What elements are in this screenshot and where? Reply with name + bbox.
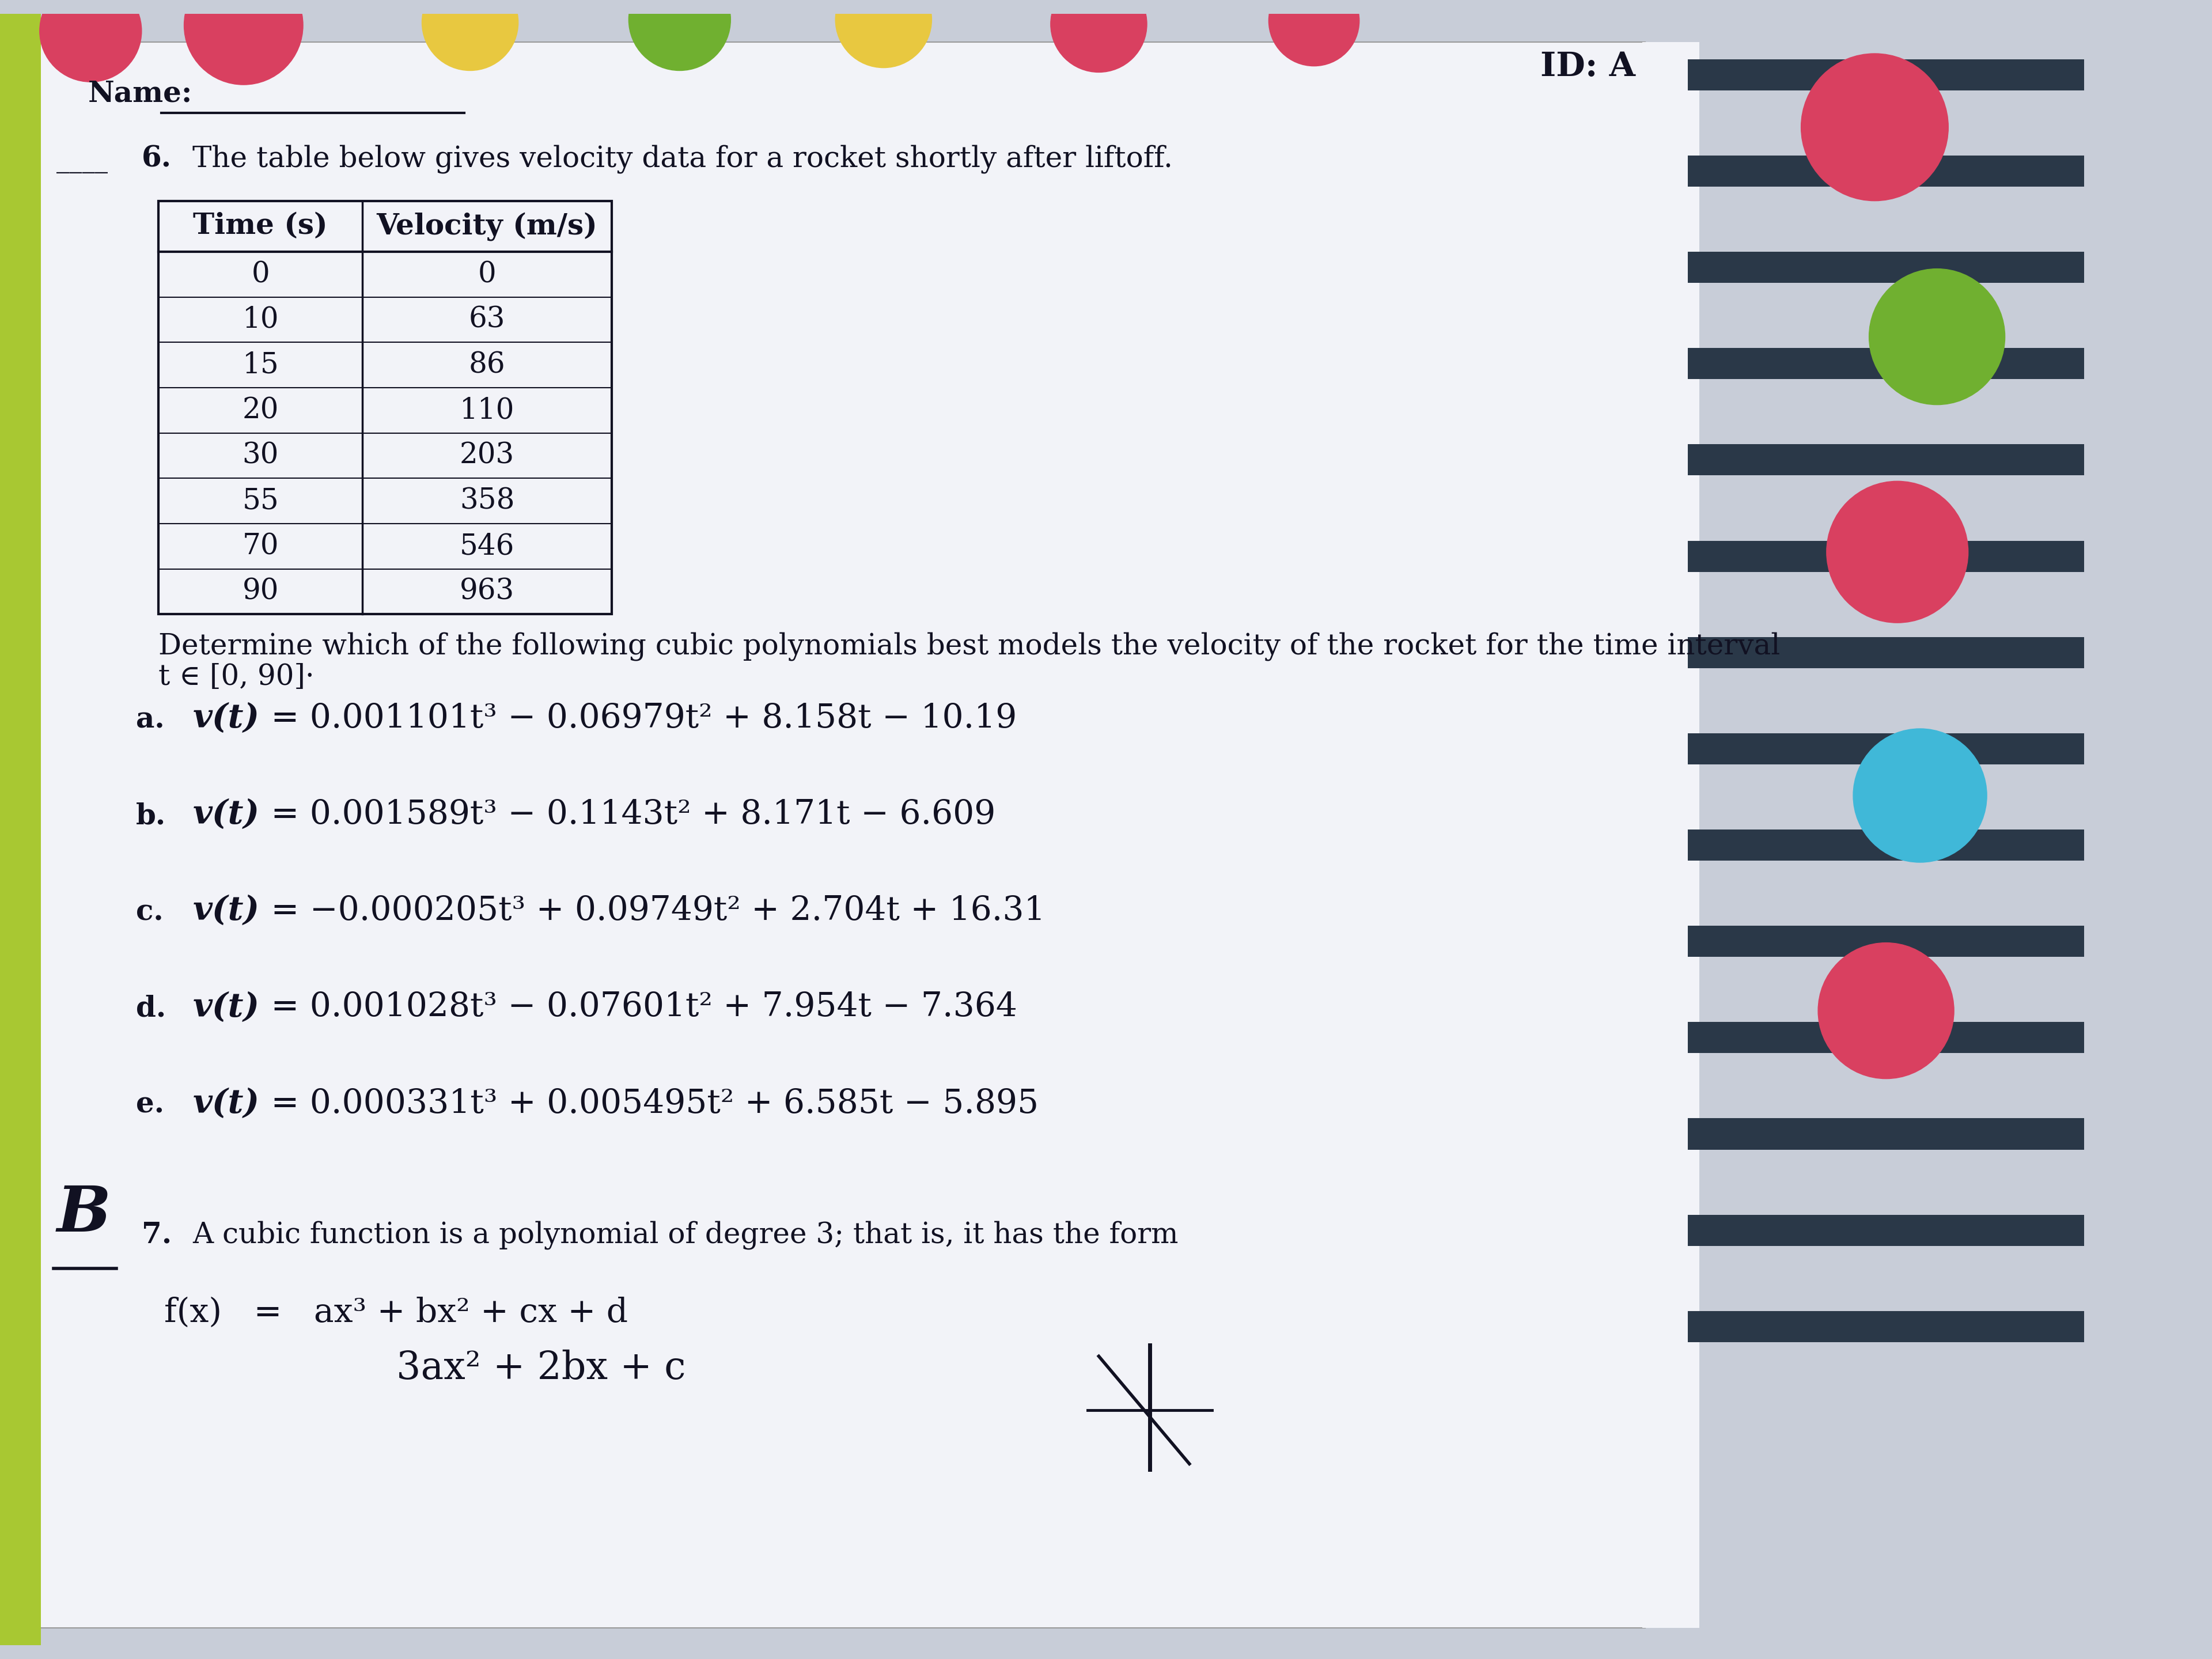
Text: 30: 30 <box>243 441 279 469</box>
Bar <box>1688 830 2084 861</box>
Text: = 0.001028t³ − 0.07601t² + 7.954t − 7.364: = 0.001028t³ − 0.07601t² + 7.954t − 7.36… <box>261 990 1018 1024</box>
Circle shape <box>1818 942 1953 1078</box>
Text: 203: 203 <box>460 441 515 469</box>
Text: 6.: 6. <box>142 144 173 173</box>
Circle shape <box>184 0 303 85</box>
Text: The table below gives velocity data for a rocket shortly after liftoff.: The table below gives velocity data for … <box>192 144 1172 174</box>
Text: = −0.000205t³ + 0.09749t² + 2.704t + 16.31: = −0.000205t³ + 0.09749t² + 2.704t + 16.… <box>261 894 1046 927</box>
Text: A cubic function is a polynomial of degree 3; that is, it has the form: A cubic function is a polynomial of degr… <box>192 1221 1179 1249</box>
Text: 963: 963 <box>460 577 515 606</box>
Text: Time (s): Time (s) <box>192 212 327 241</box>
Bar <box>1688 252 2084 284</box>
Bar <box>33 1611 1644 1627</box>
Text: v(t): v(t) <box>192 894 259 927</box>
Text: = 0.001101t³ − 0.06979t² + 8.158t − 10.19: = 0.001101t³ − 0.06979t² + 8.158t − 10.1… <box>261 702 1018 735</box>
Text: b.: b. <box>135 801 166 830</box>
Text: 110: 110 <box>460 397 515 425</box>
Bar <box>1688 1118 2084 1150</box>
Bar <box>1688 60 2084 90</box>
Circle shape <box>1051 0 1146 73</box>
Circle shape <box>1827 481 1969 622</box>
Text: 546: 546 <box>460 533 515 561</box>
Text: v(t): v(t) <box>192 702 259 735</box>
Circle shape <box>1854 728 1986 863</box>
Text: 86: 86 <box>469 350 504 380</box>
Text: 7.: 7. <box>142 1221 173 1249</box>
Bar <box>1688 1311 2084 1342</box>
Text: Name:: Name: <box>88 80 192 108</box>
Text: 358: 358 <box>460 486 515 516</box>
Text: e.: e. <box>135 1092 164 1120</box>
Circle shape <box>422 0 518 71</box>
Circle shape <box>1270 0 1360 66</box>
Bar <box>1688 445 2084 476</box>
Text: 0: 0 <box>478 260 495 289</box>
Text: 3ax² + 2bx + c: 3ax² + 2bx + c <box>396 1349 686 1387</box>
Circle shape <box>40 0 142 81</box>
Text: 63: 63 <box>469 305 504 333</box>
Bar <box>1688 926 2084 957</box>
Circle shape <box>836 0 931 68</box>
Bar <box>1688 156 2084 187</box>
Text: = 0.001589t³ − 0.1143t² + 8.171t − 6.609: = 0.001589t³ − 0.1143t² + 8.171t − 6.609 <box>261 798 995 831</box>
Text: 55: 55 <box>241 486 279 516</box>
Bar <box>31 41 1646 1627</box>
Text: Velocity (m/s): Velocity (m/s) <box>376 212 597 241</box>
Text: t ∈ [0, 90]·: t ∈ [0, 90]· <box>159 664 314 692</box>
Circle shape <box>628 0 730 71</box>
Bar <box>0 13 40 1646</box>
Bar <box>1688 541 2084 572</box>
Text: v(t): v(t) <box>192 990 259 1024</box>
Text: d.: d. <box>135 994 166 1022</box>
Text: ____: ____ <box>58 148 108 173</box>
Bar <box>1688 1022 2084 1053</box>
Text: B: B <box>58 1183 111 1246</box>
Text: c.: c. <box>135 898 164 926</box>
Text: 0: 0 <box>252 260 270 289</box>
Text: a.: a. <box>135 705 164 733</box>
Text: Determine which of the following cubic polynomials best models the velocity of t: Determine which of the following cubic p… <box>159 632 1781 660</box>
Bar <box>1688 1214 2084 1246</box>
Text: f(x)   =   ax³ + bx² + cx + d: f(x) = ax³ + bx² + cx + d <box>164 1297 628 1329</box>
Text: 15: 15 <box>241 350 279 380</box>
Circle shape <box>1869 269 2004 405</box>
Bar <box>1688 348 2084 380</box>
Bar <box>1688 637 2084 669</box>
Bar <box>159 201 613 614</box>
Text: v(t): v(t) <box>192 798 259 831</box>
Text: v(t): v(t) <box>192 1087 259 1120</box>
Bar <box>1688 733 2084 765</box>
Text: = 0.000331t³ + 0.005495t² + 6.585t − 5.895: = 0.000331t³ + 0.005495t² + 6.585t − 5.8… <box>261 1087 1040 1120</box>
Text: 20: 20 <box>243 397 279 425</box>
Circle shape <box>1801 53 1949 201</box>
Text: 70: 70 <box>241 533 279 561</box>
Text: ID: A: ID: A <box>1540 51 1635 83</box>
Text: 10: 10 <box>241 305 279 333</box>
Bar <box>1644 41 1699 1627</box>
Text: 90: 90 <box>243 577 279 606</box>
